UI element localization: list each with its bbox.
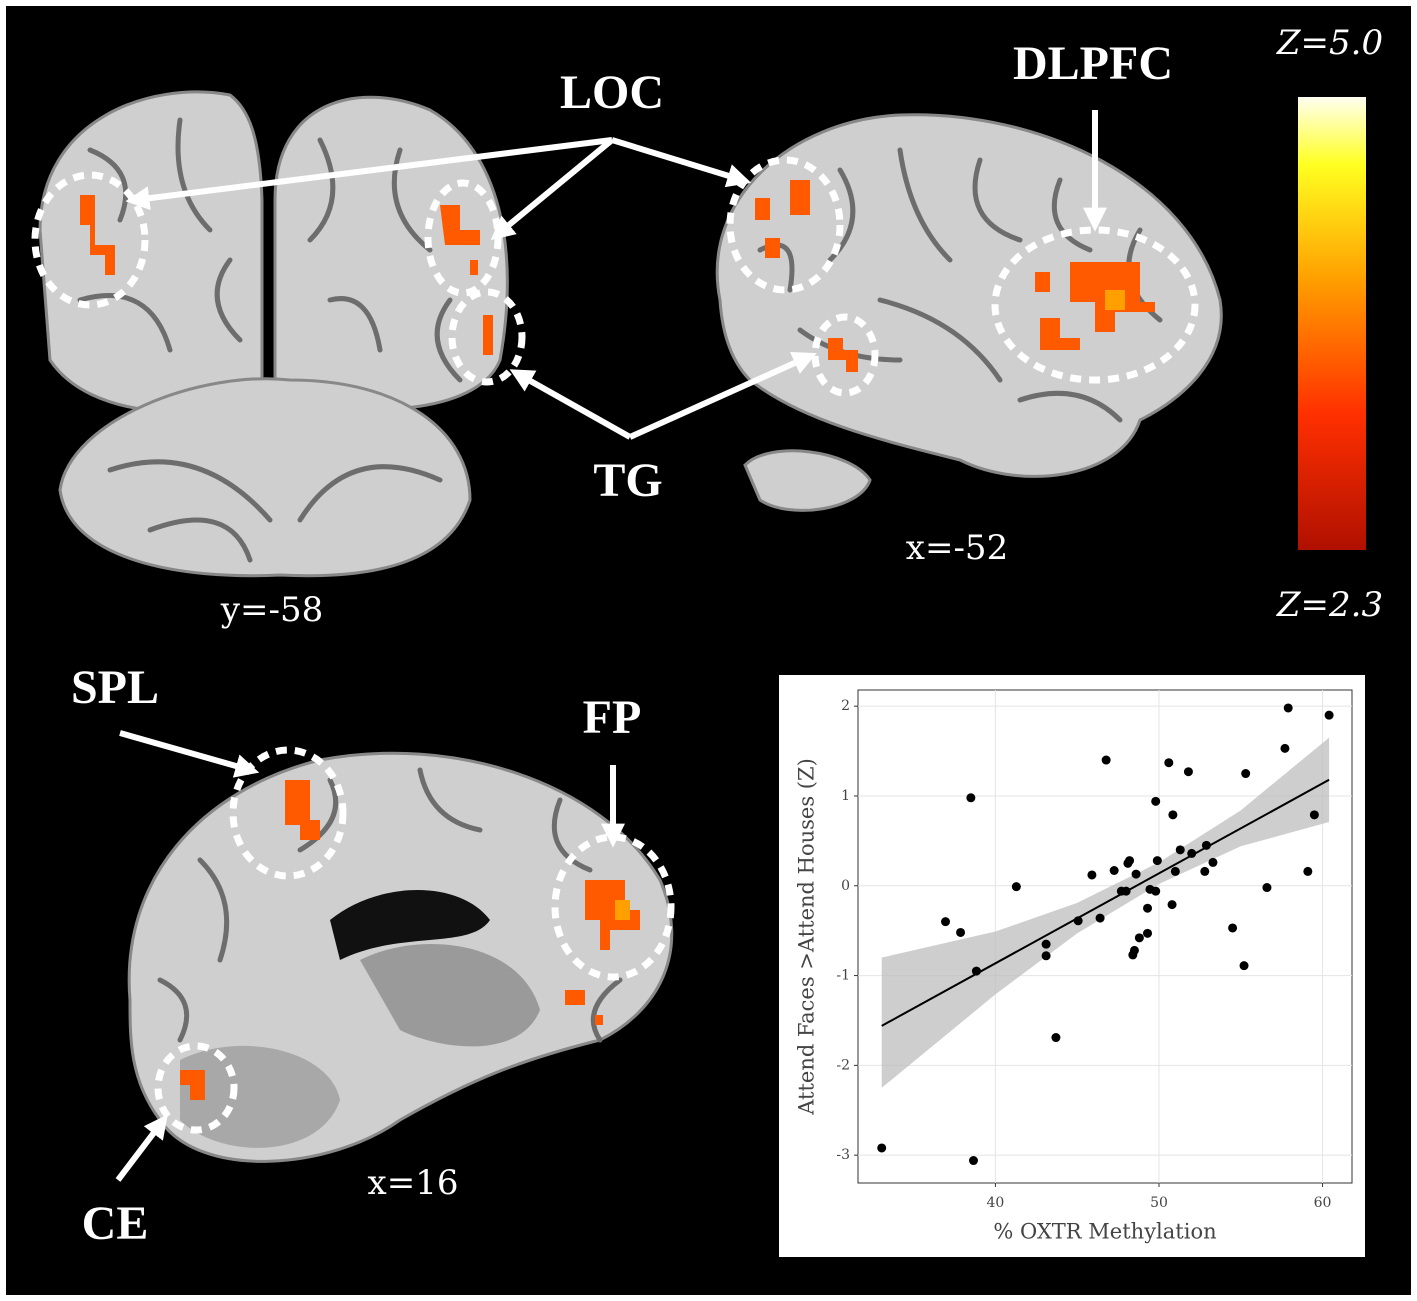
data-point [956, 927, 966, 937]
x-tick-label: 60 [1314, 1195, 1332, 1211]
region-label: FP [583, 691, 642, 744]
data-point [1183, 767, 1193, 777]
data-point [1051, 1033, 1061, 1043]
data-point [877, 1143, 887, 1153]
data-point [1187, 848, 1197, 858]
colorbar-min: Z=2.3 [1276, 585, 1383, 625]
data-point [1121, 886, 1131, 896]
arrows [115, 110, 1107, 1182]
data-point [1303, 866, 1313, 876]
data-point [1200, 866, 1210, 876]
y-tick-label: 1 [841, 788, 850, 804]
data-point [1011, 882, 1021, 892]
ventricle [330, 890, 490, 960]
data-point [1228, 923, 1238, 933]
region-ring [154, 1042, 238, 1134]
data-point [1241, 769, 1251, 779]
data-point [1175, 845, 1185, 855]
region-label: CE [82, 1197, 149, 1250]
data-point [1201, 840, 1211, 850]
confidence-band [881, 737, 1330, 1088]
scatter-plot: 40 50 60 -3 -2 -1 0 1 2 % OXTR Methylation Attend … [795, 689, 1353, 1244]
data-point [968, 1156, 978, 1166]
x-tick-label: 40 [986, 1195, 1004, 1211]
data-point [1309, 810, 1319, 820]
data-point [1167, 900, 1177, 910]
region-label: TG [593, 454, 662, 507]
data-point [1134, 933, 1144, 943]
y-tick-label: -2 [836, 1057, 850, 1073]
plot-area [857, 689, 1353, 1184]
data-point [1131, 869, 1141, 879]
y-tick-label: 2 [841, 698, 850, 714]
region-ring [991, 226, 1199, 384]
data-point [1109, 865, 1119, 875]
data-point [1143, 928, 1153, 938]
data-point [971, 966, 981, 976]
data-point [1125, 856, 1135, 866]
data-point [1170, 866, 1180, 876]
data-point [1143, 903, 1153, 913]
slice-label: y=-58 [220, 590, 323, 630]
data-point [1129, 945, 1139, 955]
fit-line [881, 778, 1330, 1027]
region-ring [448, 288, 526, 386]
thalamus [360, 944, 540, 1047]
data-point [1087, 870, 1097, 880]
cerebellum [180, 1045, 340, 1148]
data-point [1280, 743, 1290, 753]
region-ring [31, 171, 149, 309]
x-axis-label: % OXTR Methylation [993, 1220, 1216, 1244]
data-point [1151, 886, 1161, 896]
data-point [1073, 916, 1083, 926]
x-tick-label: 50 [1150, 1195, 1168, 1211]
data-point [966, 793, 976, 803]
region-label: LOC [560, 66, 664, 119]
data-point [1041, 951, 1051, 961]
data-point [1208, 857, 1218, 867]
data-point [1101, 755, 1111, 765]
colorbar-max: Z=5.0 [1276, 23, 1383, 63]
slice-label: x=-52 [906, 528, 1008, 568]
data-point [1262, 883, 1272, 893]
data-point [1324, 710, 1334, 720]
y-tick-label: -3 [836, 1147, 850, 1163]
region-ring [811, 313, 879, 397]
data-point [1151, 796, 1161, 806]
sagittal-brain-bottom [127, 751, 674, 1163]
slice-label: x=16 [368, 1163, 459, 1203]
region-label: SPL [71, 661, 159, 714]
data-point [1239, 961, 1249, 971]
region-ring [229, 746, 347, 880]
data-point [1152, 856, 1162, 866]
y-tick-label: -1 [836, 968, 850, 984]
region-ring [726, 156, 844, 294]
region-label: DLPFC [1013, 37, 1173, 90]
data-point [1168, 810, 1178, 820]
data-point [1283, 703, 1293, 713]
data-point [1041, 939, 1051, 949]
data-point [1095, 913, 1105, 923]
data-point [941, 917, 951, 927]
coronal-brain [38, 90, 509, 578]
y-axis-label: Attend Faces >Attend Houses (Z) [795, 758, 819, 1116]
y-tick-label: 0 [841, 878, 850, 894]
region-ring [551, 833, 675, 981]
colorbar [1298, 97, 1366, 550]
data-point [1164, 758, 1174, 768]
